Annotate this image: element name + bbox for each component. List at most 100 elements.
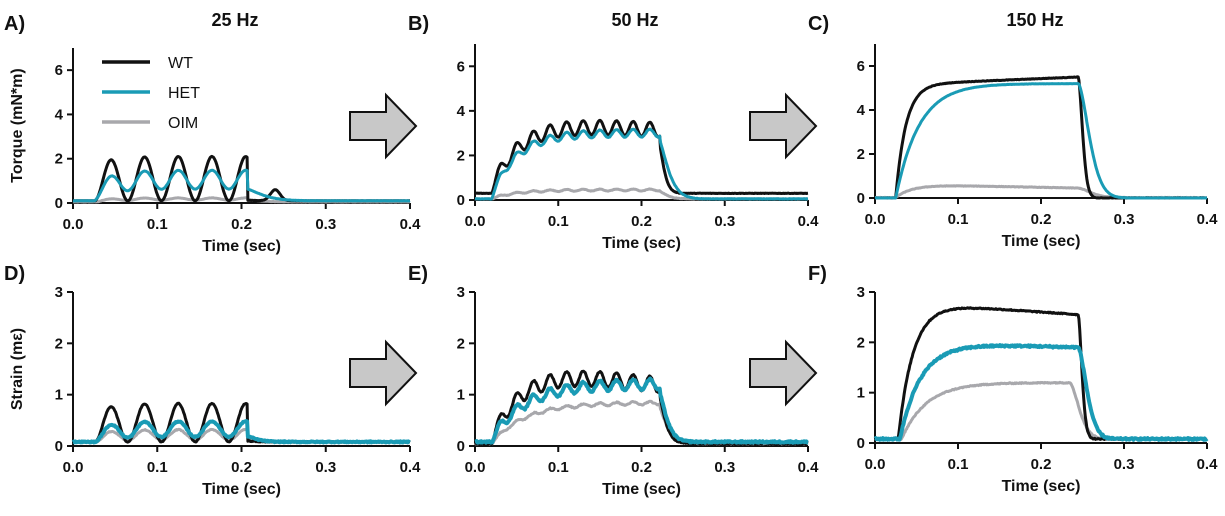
x-tick-label: 0.3 bbox=[1114, 456, 1135, 473]
y-tick-label: 2 bbox=[457, 335, 465, 352]
y-tick-label: 0 bbox=[857, 190, 865, 207]
series-het-line bbox=[874, 82, 1208, 200]
y-tick-label: 4 bbox=[857, 102, 866, 119]
x-tick-label: 0.3 bbox=[315, 459, 336, 476]
y-tick-label: 2 bbox=[55, 335, 63, 352]
series-oim-line bbox=[874, 184, 1208, 200]
x-axis-title: Time (sec) bbox=[202, 238, 281, 255]
y-tick-label: 1 bbox=[55, 387, 63, 404]
y-tick-label: 2 bbox=[857, 146, 865, 163]
y-tick-label: 1 bbox=[457, 387, 465, 404]
y-tick-label: 3 bbox=[457, 284, 465, 301]
panel-letter: E) bbox=[408, 263, 428, 285]
arrow-right-icon bbox=[349, 339, 418, 407]
legend-label-wt: WT bbox=[168, 55, 193, 72]
axes: 0.0 0.1 0.2 0.3 0.4 0 2 4 6 bbox=[55, 48, 421, 233]
y-tick-label: 3 bbox=[857, 284, 865, 301]
x-tick-label: 0.0 bbox=[63, 459, 84, 476]
series-group bbox=[72, 154, 411, 204]
series-oim-line bbox=[874, 380, 1208, 441]
x-tick-label: 0.2 bbox=[631, 213, 652, 230]
arrow-right-icon bbox=[749, 92, 818, 160]
series-het-line bbox=[873, 343, 1209, 442]
panel-letter: C) bbox=[808, 13, 829, 35]
x-tick-label: 0.4 bbox=[400, 459, 422, 476]
x-tick-label: 0.4 bbox=[798, 213, 820, 230]
y-tick-label: 0 bbox=[55, 195, 63, 212]
y-tick-label: 0 bbox=[457, 192, 465, 209]
x-tick-label: 0.4 bbox=[1197, 211, 1219, 228]
x-tick-label: 0.2 bbox=[231, 459, 252, 476]
y-tick-label: 4 bbox=[55, 106, 64, 123]
x-tick-label: 0.3 bbox=[1114, 211, 1135, 228]
series-het-line bbox=[474, 127, 809, 201]
y-axis-title: Strain (mε) bbox=[9, 328, 26, 410]
x-tick-label: 0.0 bbox=[865, 211, 886, 228]
panel-letter: B) bbox=[408, 13, 429, 35]
series-group bbox=[71, 401, 412, 445]
x-axis-title: Time (sec) bbox=[602, 235, 681, 252]
x-axis-title: Time (sec) bbox=[202, 481, 281, 498]
series-group bbox=[873, 306, 1209, 442]
series-group bbox=[874, 75, 1208, 200]
series-wt-line bbox=[72, 154, 411, 203]
x-tick-label: 0.1 bbox=[948, 211, 969, 228]
x-tick-label: 0.0 bbox=[63, 216, 84, 233]
y-tick-label: 2 bbox=[857, 334, 865, 351]
series-het-line bbox=[473, 376, 810, 445]
y-tick-label: 2 bbox=[55, 151, 63, 168]
y-tick-label: 1 bbox=[857, 385, 865, 402]
x-tick-label: 0.1 bbox=[147, 216, 168, 233]
panel-f: F) 0.0 0.1 0.2 0.3 0.4 0 1 2 3 Time (sec) bbox=[808, 263, 1218, 495]
series-wt-line bbox=[874, 75, 1208, 200]
axes: 0.0 0.1 0.2 0.3 0.4 0 1 2 3 bbox=[857, 284, 1218, 473]
x-tick-label: 0.3 bbox=[315, 216, 336, 233]
x-axis-title: Time (sec) bbox=[1002, 478, 1081, 495]
panel-letter: F) bbox=[808, 263, 827, 285]
column-title-2: 150 Hz bbox=[1006, 10, 1063, 30]
x-tick-label: 0.1 bbox=[548, 213, 569, 230]
series-het-line bbox=[72, 168, 411, 203]
arrow-right-icon bbox=[749, 339, 818, 407]
axes: 0.0 0.1 0.2 0.3 0.4 0 2 4 6 bbox=[857, 44, 1218, 228]
x-tick-label: 0.1 bbox=[548, 459, 569, 476]
column-title-1: 50 Hz bbox=[611, 10, 658, 30]
y-tick-label: 0 bbox=[857, 435, 865, 452]
y-tick-label: 6 bbox=[857, 58, 865, 75]
legend-label-het: HET bbox=[168, 85, 200, 102]
x-tick-label: 0.2 bbox=[1031, 456, 1052, 473]
x-tick-label: 0.4 bbox=[1197, 456, 1219, 473]
x-tick-label: 0.4 bbox=[798, 459, 820, 476]
y-tick-label: 0 bbox=[457, 438, 465, 455]
x-tick-label: 0.1 bbox=[948, 456, 969, 473]
x-tick-label: 0.2 bbox=[1031, 211, 1052, 228]
y-axis-title: Torque (mN*m) bbox=[9, 68, 26, 182]
x-tick-label: 0.4 bbox=[400, 216, 422, 233]
series-group bbox=[473, 369, 810, 446]
series-group bbox=[474, 118, 809, 201]
x-tick-label: 0.2 bbox=[231, 216, 252, 233]
y-tick-label: 2 bbox=[457, 147, 465, 164]
x-tick-label: 0.2 bbox=[631, 459, 652, 476]
panel-d: D) 0.0 0.1 0.2 0.3 0.4 0 1 2 3 Time (sec) Strain (m… bbox=[4, 263, 421, 498]
legend-label-oim: OIM bbox=[168, 115, 198, 132]
y-tick-label: 6 bbox=[457, 58, 465, 75]
axes: 0.0 0.1 0.2 0.3 0.4 0 1 2 3 bbox=[457, 284, 819, 476]
panel-letter: A) bbox=[4, 13, 25, 35]
y-tick-label: 3 bbox=[55, 284, 63, 301]
y-tick-label: 6 bbox=[55, 62, 63, 79]
x-tick-label: 0.3 bbox=[714, 213, 735, 230]
x-tick-label: 0.3 bbox=[714, 459, 735, 476]
x-tick-label: 0.0 bbox=[865, 456, 886, 473]
panel-e: E) 0.0 0.1 0.2 0.3 0.4 0 1 2 3 Time (sec) bbox=[408, 263, 819, 498]
x-axis-title: Time (sec) bbox=[602, 481, 681, 498]
x-tick-label: 0.1 bbox=[147, 459, 168, 476]
panel-b: B) 0.0 0.1 0.2 0.3 0.4 0 2 4 6 Time (sec) bbox=[408, 13, 819, 252]
y-tick-label: 4 bbox=[457, 103, 466, 120]
column-title-0: 25 Hz bbox=[211, 10, 258, 30]
x-tick-label: 0.0 bbox=[465, 459, 486, 476]
legend: WT HET OIM bbox=[102, 55, 200, 132]
panel-letter: D) bbox=[4, 263, 25, 285]
axes: 0.0 0.1 0.2 0.3 0.4 0 1 2 3 bbox=[55, 284, 421, 476]
